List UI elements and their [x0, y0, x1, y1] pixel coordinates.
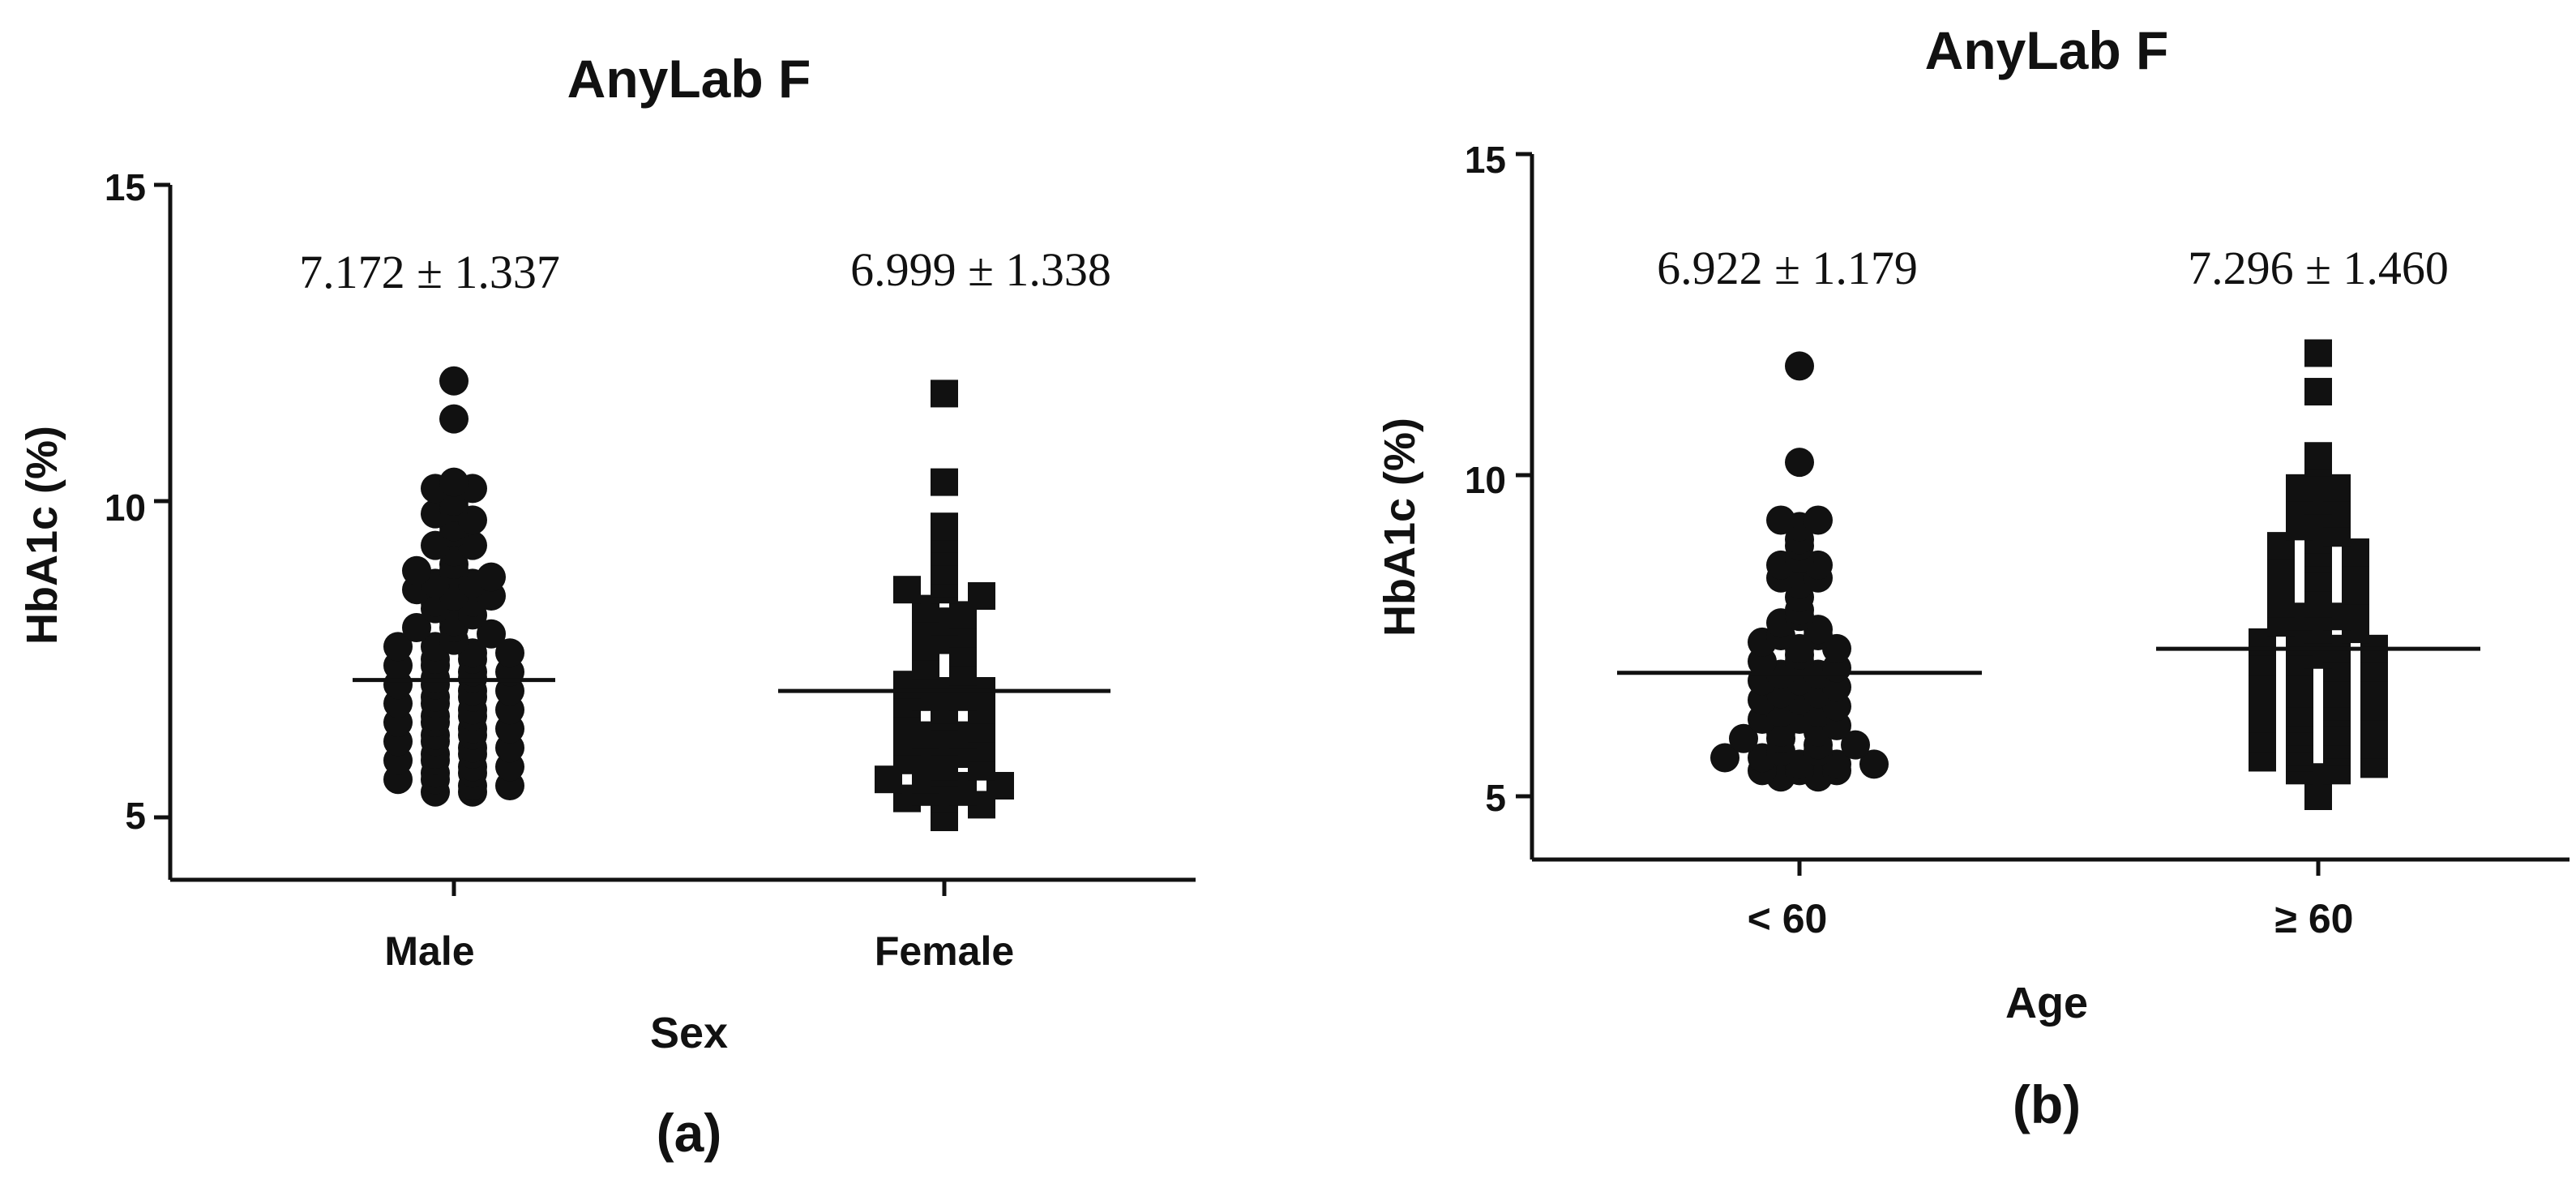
data-point [439, 404, 469, 434]
data-point [477, 562, 506, 592]
data-point [1785, 351, 1814, 381]
data-point [1710, 743, 1739, 773]
data-point [2304, 339, 2332, 367]
chart-title: AnyLab F [567, 49, 811, 109]
data-point [402, 555, 431, 585]
data-point [402, 613, 431, 642]
y-tick-label: 10 [1465, 459, 1506, 501]
data-point [931, 512, 958, 541]
y-tick-label: 10 [105, 487, 146, 529]
x-category-label: < 60 [1748, 896, 1828, 941]
data-point [1804, 505, 1833, 535]
group-stat-label: 6.922 ± 1.179 [1657, 242, 1918, 294]
data-point [2304, 442, 2332, 470]
data-point [495, 638, 524, 668]
data-point [2304, 378, 2332, 406]
group-stat-label: 6.999 ± 1.338 [850, 243, 1111, 296]
data-point [439, 366, 469, 396]
x-category-label: Male [384, 928, 474, 974]
data-point [1841, 730, 1870, 760]
panel-label: (b) [2013, 1074, 2081, 1134]
group-stat-label: 7.296 ± 1.460 [2188, 242, 2449, 294]
x-axis-label: Age [2005, 979, 2088, 1027]
data-point [477, 619, 506, 649]
x-axis-label: Sex [650, 1009, 728, 1057]
y-tick-label: 15 [1465, 139, 1506, 181]
data-point [931, 379, 958, 408]
chart-panel-sex: AnyLab F HbA1c (%) 5 10 15 7.172 ± 1.337… [18, 49, 1196, 1163]
x-category-label: ≥ 60 [2275, 896, 2354, 941]
chart-panel-age: AnyLab F HbA1c (%) 5 10 15 6.922 ± 1.179… [1376, 20, 2570, 1134]
data-point [931, 468, 958, 496]
y-axis-label: HbA1c (%) [18, 426, 66, 645]
x-category-label: Female [875, 928, 1014, 974]
chart-title: AnyLab F [1925, 20, 2169, 80]
data-point [1785, 448, 1814, 478]
data-point [893, 576, 921, 604]
data-point [1729, 723, 1758, 753]
y-tick-label: 5 [125, 795, 146, 837]
group-stat-label: 7.172 ± 1.337 [299, 246, 560, 298]
data-point [439, 467, 469, 497]
data-point [968, 582, 995, 610]
panel-label: (a) [657, 1103, 722, 1163]
y-tick-label: 15 [105, 166, 146, 208]
data-point [1766, 505, 1795, 535]
y-axis-label: HbA1c (%) [1376, 418, 1424, 637]
data-point [1859, 749, 1889, 779]
data-point [383, 632, 413, 662]
y-tick-label: 5 [1485, 777, 1506, 819]
